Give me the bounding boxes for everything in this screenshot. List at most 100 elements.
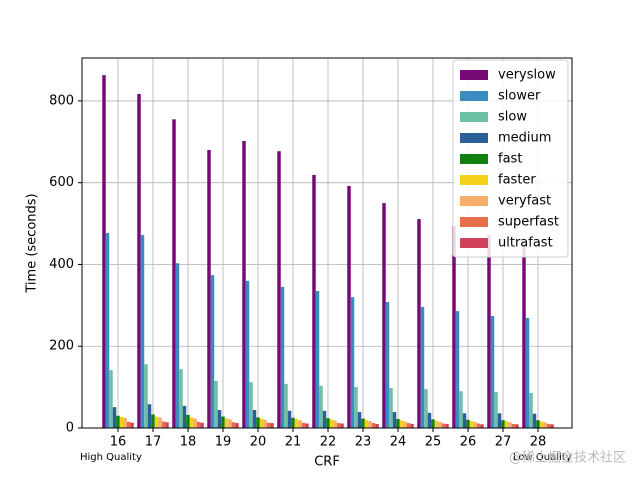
bar	[399, 420, 404, 428]
bar	[193, 418, 197, 428]
bar	[536, 420, 540, 428]
bar	[130, 422, 134, 428]
legend-swatch	[460, 238, 488, 248]
x-tick-label: 26	[460, 435, 477, 450]
bar	[480, 424, 484, 428]
bar	[151, 414, 155, 428]
bar	[403, 421, 407, 428]
bar	[123, 417, 127, 428]
x-tick-label: 23	[355, 435, 372, 450]
bar	[396, 419, 400, 428]
bar	[196, 421, 201, 428]
bar	[385, 302, 390, 428]
bar	[347, 185, 351, 428]
legend-label: medium	[498, 131, 551, 146]
y-tick-label: 400	[49, 257, 74, 272]
bar	[490, 315, 495, 428]
bar	[336, 423, 341, 428]
bar	[252, 410, 257, 428]
bar	[410, 423, 414, 428]
bar	[144, 364, 148, 428]
legend-swatch	[460, 133, 488, 143]
legend-label: superfast	[498, 215, 559, 230]
bar	[315, 291, 320, 428]
y-tick-label: 600	[49, 175, 74, 190]
legend-label: faster	[498, 173, 536, 188]
bar	[116, 415, 120, 428]
plot-frame	[81, 57, 573, 429]
bar	[322, 410, 327, 428]
bar	[301, 422, 306, 428]
bar	[305, 423, 309, 428]
legend-label: slow	[498, 110, 527, 125]
bar	[473, 421, 477, 428]
bar	[354, 387, 358, 428]
bar	[431, 419, 435, 428]
x-tick-label: 27	[495, 435, 512, 450]
bar	[165, 422, 169, 428]
legend-swatch	[460, 196, 488, 206]
bar	[210, 275, 215, 428]
bar	[459, 391, 463, 428]
bar	[158, 417, 162, 428]
legend-swatch	[460, 175, 488, 185]
bar	[280, 286, 285, 428]
bar	[546, 423, 551, 428]
bar	[368, 421, 372, 428]
bar	[452, 226, 456, 428]
legend-label: veryfast	[498, 194, 551, 209]
bar	[525, 318, 530, 428]
legend-label: fast	[498, 152, 522, 167]
legend-label: veryslow	[498, 68, 556, 83]
y-tick-label: 200	[49, 339, 74, 354]
bar	[406, 423, 411, 428]
x-axis-title: CRF	[314, 455, 340, 470]
bar	[508, 422, 512, 428]
bar	[504, 421, 509, 428]
watermark: @稀土掘金技术社区	[509, 450, 626, 466]
bar	[427, 412, 432, 428]
bar	[112, 407, 117, 428]
bar	[189, 417, 194, 428]
bar	[249, 382, 253, 428]
bar	[445, 423, 449, 428]
bar	[221, 416, 225, 428]
x-tick-label: 20	[250, 435, 267, 450]
bar	[371, 423, 376, 428]
bar	[326, 418, 330, 428]
x-tick-label: 28	[530, 435, 547, 450]
bar	[224, 418, 229, 428]
bar	[242, 140, 246, 428]
bar	[497, 413, 502, 428]
bar	[119, 416, 124, 428]
bar	[263, 419, 267, 428]
bar	[231, 422, 236, 428]
bar	[333, 420, 337, 428]
x-tick-label: 22	[320, 435, 337, 450]
bar	[179, 369, 183, 428]
bar	[228, 419, 232, 428]
bar	[466, 419, 470, 428]
bar	[476, 423, 481, 428]
bar	[284, 383, 288, 428]
bar	[235, 423, 239, 428]
bar	[312, 174, 316, 428]
bar	[207, 149, 211, 428]
bar	[382, 203, 386, 428]
x-tick-label: 25	[425, 435, 442, 450]
bar	[217, 410, 222, 428]
annotation: Low Quality	[513, 452, 572, 463]
bar	[420, 306, 425, 428]
legend-label: ultrafast	[498, 236, 553, 251]
legend-swatch	[460, 91, 488, 101]
bar	[455, 311, 460, 428]
bar	[350, 297, 355, 428]
bar	[200, 422, 204, 428]
legend-swatch	[460, 112, 488, 122]
bar	[186, 414, 190, 428]
bar	[266, 422, 271, 428]
bar	[105, 232, 110, 428]
bar	[245, 280, 250, 428]
x-tick-label: 19	[215, 435, 232, 450]
